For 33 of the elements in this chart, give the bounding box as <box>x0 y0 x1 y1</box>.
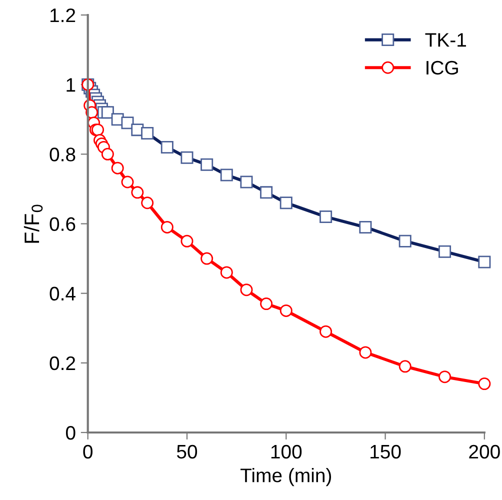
point <box>121 176 134 188</box>
x-tick-label: 200 <box>469 444 500 459</box>
point <box>398 360 412 373</box>
y-tick-label: 0 <box>66 426 76 440</box>
y-tick-label: 0.8 <box>50 148 76 162</box>
point <box>359 346 372 359</box>
x-tick-label: 100 <box>271 444 302 459</box>
y-tick-label: 0.4 <box>50 286 76 301</box>
legend-label: ICG <box>426 60 458 75</box>
point <box>240 284 253 296</box>
point <box>220 266 233 279</box>
point <box>438 370 452 384</box>
point <box>478 378 491 390</box>
y-tick-label: 1 <box>66 78 76 92</box>
x-tick-label: 50 <box>176 444 198 459</box>
point <box>260 298 273 310</box>
legend-label: TK-1 <box>425 33 466 47</box>
point <box>111 162 124 174</box>
point <box>131 186 144 199</box>
y-axis-title: F/F$_{0}$ <box>24 204 43 243</box>
x-tick-label: 0 <box>83 444 92 459</box>
point <box>320 325 332 338</box>
point <box>180 234 194 248</box>
y-tick-label: 0.2 <box>50 356 76 370</box>
x-axis-title: Time (min) <box>240 468 332 486</box>
point <box>200 252 214 265</box>
x-tick-label: 150 <box>370 444 401 459</box>
point <box>141 196 154 210</box>
point <box>101 148 114 160</box>
point <box>280 304 292 317</box>
point <box>160 220 174 234</box>
y-tick-label: 1.2 <box>50 8 76 22</box>
y-tick-label: 0.6 <box>50 217 76 231</box>
